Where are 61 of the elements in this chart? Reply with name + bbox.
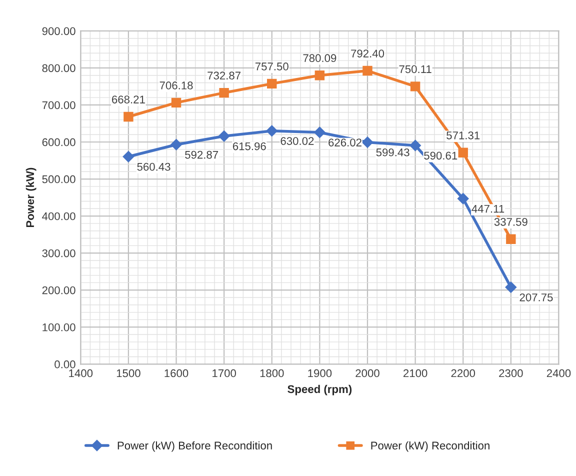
y-axis-title: Power (kW) — [26, 168, 36, 228]
y-tick-label: 0.00 — [54, 360, 76, 368]
point — [170, 139, 182, 150]
x-tick-label: 2300 — [499, 369, 523, 378]
point — [218, 130, 230, 142]
x-tick-label: 2400 — [546, 369, 571, 378]
data-label: 590.61 — [424, 152, 458, 160]
y-tick-label: 300.00 — [42, 249, 76, 258]
point — [362, 136, 374, 148]
y-tick-label: 600.00 — [42, 138, 76, 146]
legend-label: Power (kW) Recondition — [371, 441, 490, 452]
point — [314, 70, 325, 80]
point — [124, 112, 134, 122]
x-tick-label: 1800 — [260, 369, 284, 378]
data-label: 780.09 — [303, 54, 336, 62]
point — [458, 193, 469, 204]
data-label: 757.50 — [255, 62, 288, 70]
x-tick-label: 1600 — [164, 369, 188, 378]
x-tick-label: 2200 — [451, 369, 476, 378]
data-label: 337.59 — [494, 218, 528, 226]
data-label: 668.21 — [112, 96, 145, 104]
data-label: 706.18 — [160, 82, 193, 90]
point — [505, 282, 517, 293]
x-tick-label: 2000 — [356, 369, 380, 378]
data-label: 207.75 — [520, 293, 553, 302]
point — [266, 125, 278, 136]
y-tick-label: 900.00 — [42, 27, 76, 36]
y-tick-label: 400.00 — [42, 212, 76, 220]
data-label: 630.02 — [280, 137, 314, 145]
data-label: 592.87 — [185, 150, 218, 159]
data-label: 599.43 — [376, 148, 410, 156]
data-label: 560.43 — [137, 162, 170, 171]
point — [410, 140, 421, 152]
point — [122, 151, 134, 162]
data-label: 626.02 — [328, 138, 362, 146]
y-tick-label: 700.00 — [42, 101, 76, 110]
x-tick-label: 1400 — [69, 369, 93, 378]
point — [171, 98, 182, 108]
point — [410, 82, 420, 92]
x-tick-label: 1900 — [308, 369, 332, 378]
data-label: 571.31 — [446, 131, 480, 140]
legend-label: Power (kW) Before Recondition — [118, 441, 272, 452]
point — [267, 78, 277, 89]
x-axis-title: Speed (rpm) — [288, 384, 352, 396]
point — [506, 234, 516, 244]
data-label: 615.96 — [232, 142, 266, 150]
x-tick-label: 1500 — [116, 369, 140, 378]
y-tick-label: 800.00 — [42, 64, 76, 72]
data-label: 750.11 — [399, 65, 432, 74]
y-tick-label: 200.00 — [42, 286, 76, 294]
x-tick-label: 1700 — [212, 369, 236, 378]
point — [314, 126, 326, 138]
data-label: 447.11 — [472, 204, 504, 213]
data-label: 792.40 — [351, 50, 384, 58]
x-tick-label: 2100 — [403, 369, 428, 378]
point — [362, 66, 372, 76]
point — [458, 148, 468, 158]
data-label: 732.87 — [208, 72, 240, 80]
point — [219, 88, 229, 98]
y-tick-label: 500.00 — [42, 175, 76, 184]
y-tick-label: 100.00 — [42, 323, 76, 332]
